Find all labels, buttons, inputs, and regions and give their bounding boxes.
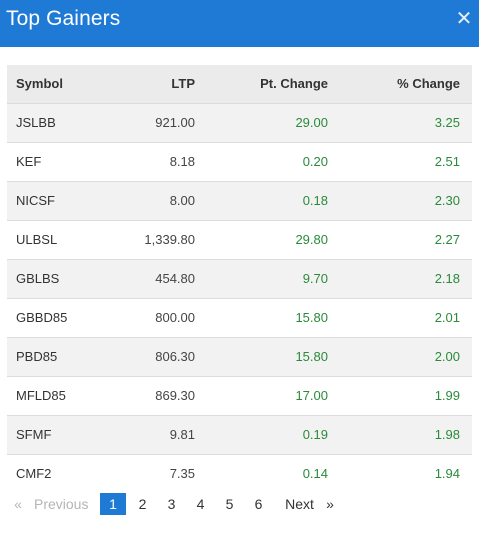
table-body: JSLBB 921.00 29.00 3.25 KEF 8.18 0.20 2.51 NICSF… [7,103,472,493]
cell-pct-change: 2.27 [434,232,460,247]
top-gainers-table-container: Symbol LTP Pt. Change % Change JSLBB 921.… [7,65,472,493]
cell-pt-change: 0.20 [302,154,328,169]
cell-ltp: 8.00 [169,193,195,208]
table-row[interactable]: MFLD85 869.30 17.00 1.99 [7,376,472,415]
cell-pt-change: 9.70 [302,271,328,286]
cell-pt-change: 15.80 [295,310,328,325]
cell-ltp: 921.00 [155,115,195,130]
page-link-3[interactable]: 3 [167,496,176,512]
cell-pt-change: 0.19 [302,427,328,442]
cell-pt-change: 0.18 [302,193,328,208]
top-gainers-table: Symbol LTP Pt. Change % Change JSLBB 921.… [7,65,472,493]
cell-symbol[interactable]: MFLD85 [16,388,66,403]
cell-pct-change: 1.94 [434,466,460,482]
cell-symbol[interactable]: PBD85 [16,349,58,364]
previous-arrow-icon[interactable]: « [14,496,22,512]
cell-ltp: 454.80 [155,271,195,286]
table-header: Symbol LTP Pt. Change % Change [7,65,472,103]
table-row[interactable]: GBLBS 454.80 9.70 2.18 [7,259,472,298]
cell-ltp: 869.30 [155,388,195,403]
close-icon[interactable]: ✕ [455,8,473,30]
column-header-symbol[interactable]: Symbol [16,76,63,92]
page-link-1[interactable]: 1 [100,493,126,515]
header-row: Symbol LTP Pt. Change % Change [7,65,472,103]
modal-header: Top Gainers ✕ [0,0,479,47]
cell-symbol[interactable]: JSLBB [16,115,56,130]
pagination: « Previous 1 2 3 4 5 6 Next » [7,493,338,515]
column-header-pt-change[interactable]: Pt. Change [260,76,328,92]
cell-symbol[interactable]: GBLBS [16,271,60,286]
cell-pt-change: 29.80 [295,232,328,247]
cell-symbol[interactable]: ULBSL [16,232,58,247]
next-page-link[interactable]: Next [285,496,314,512]
column-header-ltp[interactable]: LTP [171,76,195,92]
table-row[interactable]: PBD85 806.30 15.80 2.00 [7,337,472,376]
cell-pct-change: 2.01 [434,310,460,325]
table-row[interactable]: NICSF 8.00 0.18 2.30 [7,181,472,220]
cell-ltp: 8.18 [169,154,195,169]
cell-pct-change: 2.30 [434,193,460,208]
page-link-4[interactable]: 4 [196,496,205,512]
previous-page-link[interactable]: Previous [34,496,89,512]
table-row[interactable]: JSLBB 921.00 29.00 3.25 [7,103,472,142]
column-header-pct-change[interactable]: % Change [397,76,460,92]
cell-symbol[interactable]: GBBD85 [16,310,68,325]
cell-pt-change: 0.14 [302,466,328,482]
cell-symbol[interactable]: SFMF [16,427,52,442]
page-link-5[interactable]: 5 [225,496,234,512]
page-link-2[interactable]: 2 [138,496,147,512]
cell-symbol[interactable]: KEF [16,154,42,169]
cell-pt-change: 15.80 [295,349,328,364]
table-row[interactable]: SFMF 9.81 0.19 1.98 [7,415,472,454]
cell-pct-change: 1.99 [434,388,460,403]
modal-title: Top Gainers [6,7,121,30]
cell-pt-change: 17.00 [295,388,328,403]
cell-pct-change: 2.00 [434,349,460,364]
next-arrow-icon[interactable]: » [326,496,334,512]
cell-ltp: 806.30 [155,349,195,364]
cell-ltp: 7.35 [169,466,195,482]
table-row[interactable]: CMF2 7.35 0.14 1.94 [7,454,472,493]
cell-ltp: 1,339.80 [144,232,195,247]
table-row[interactable]: ULBSL 1,339.80 29.80 2.27 [7,220,472,259]
cell-pct-change: 2.51 [434,154,460,169]
cell-ltp: 9.81 [169,427,195,442]
cell-pct-change: 1.98 [434,427,460,442]
cell-ltp: 800.00 [155,310,195,325]
cell-pct-change: 3.25 [434,115,460,130]
table-row[interactable]: GBBD85 800.00 15.80 2.01 [7,298,472,337]
page-link-6[interactable]: 6 [254,496,263,512]
cell-symbol[interactable]: NICSF [16,193,55,208]
cell-symbol[interactable]: CMF2 [16,466,52,482]
cell-pct-change: 2.18 [434,271,460,286]
table-row[interactable]: KEF 8.18 0.20 2.51 [7,142,472,181]
cell-pt-change: 29.00 [295,115,328,130]
